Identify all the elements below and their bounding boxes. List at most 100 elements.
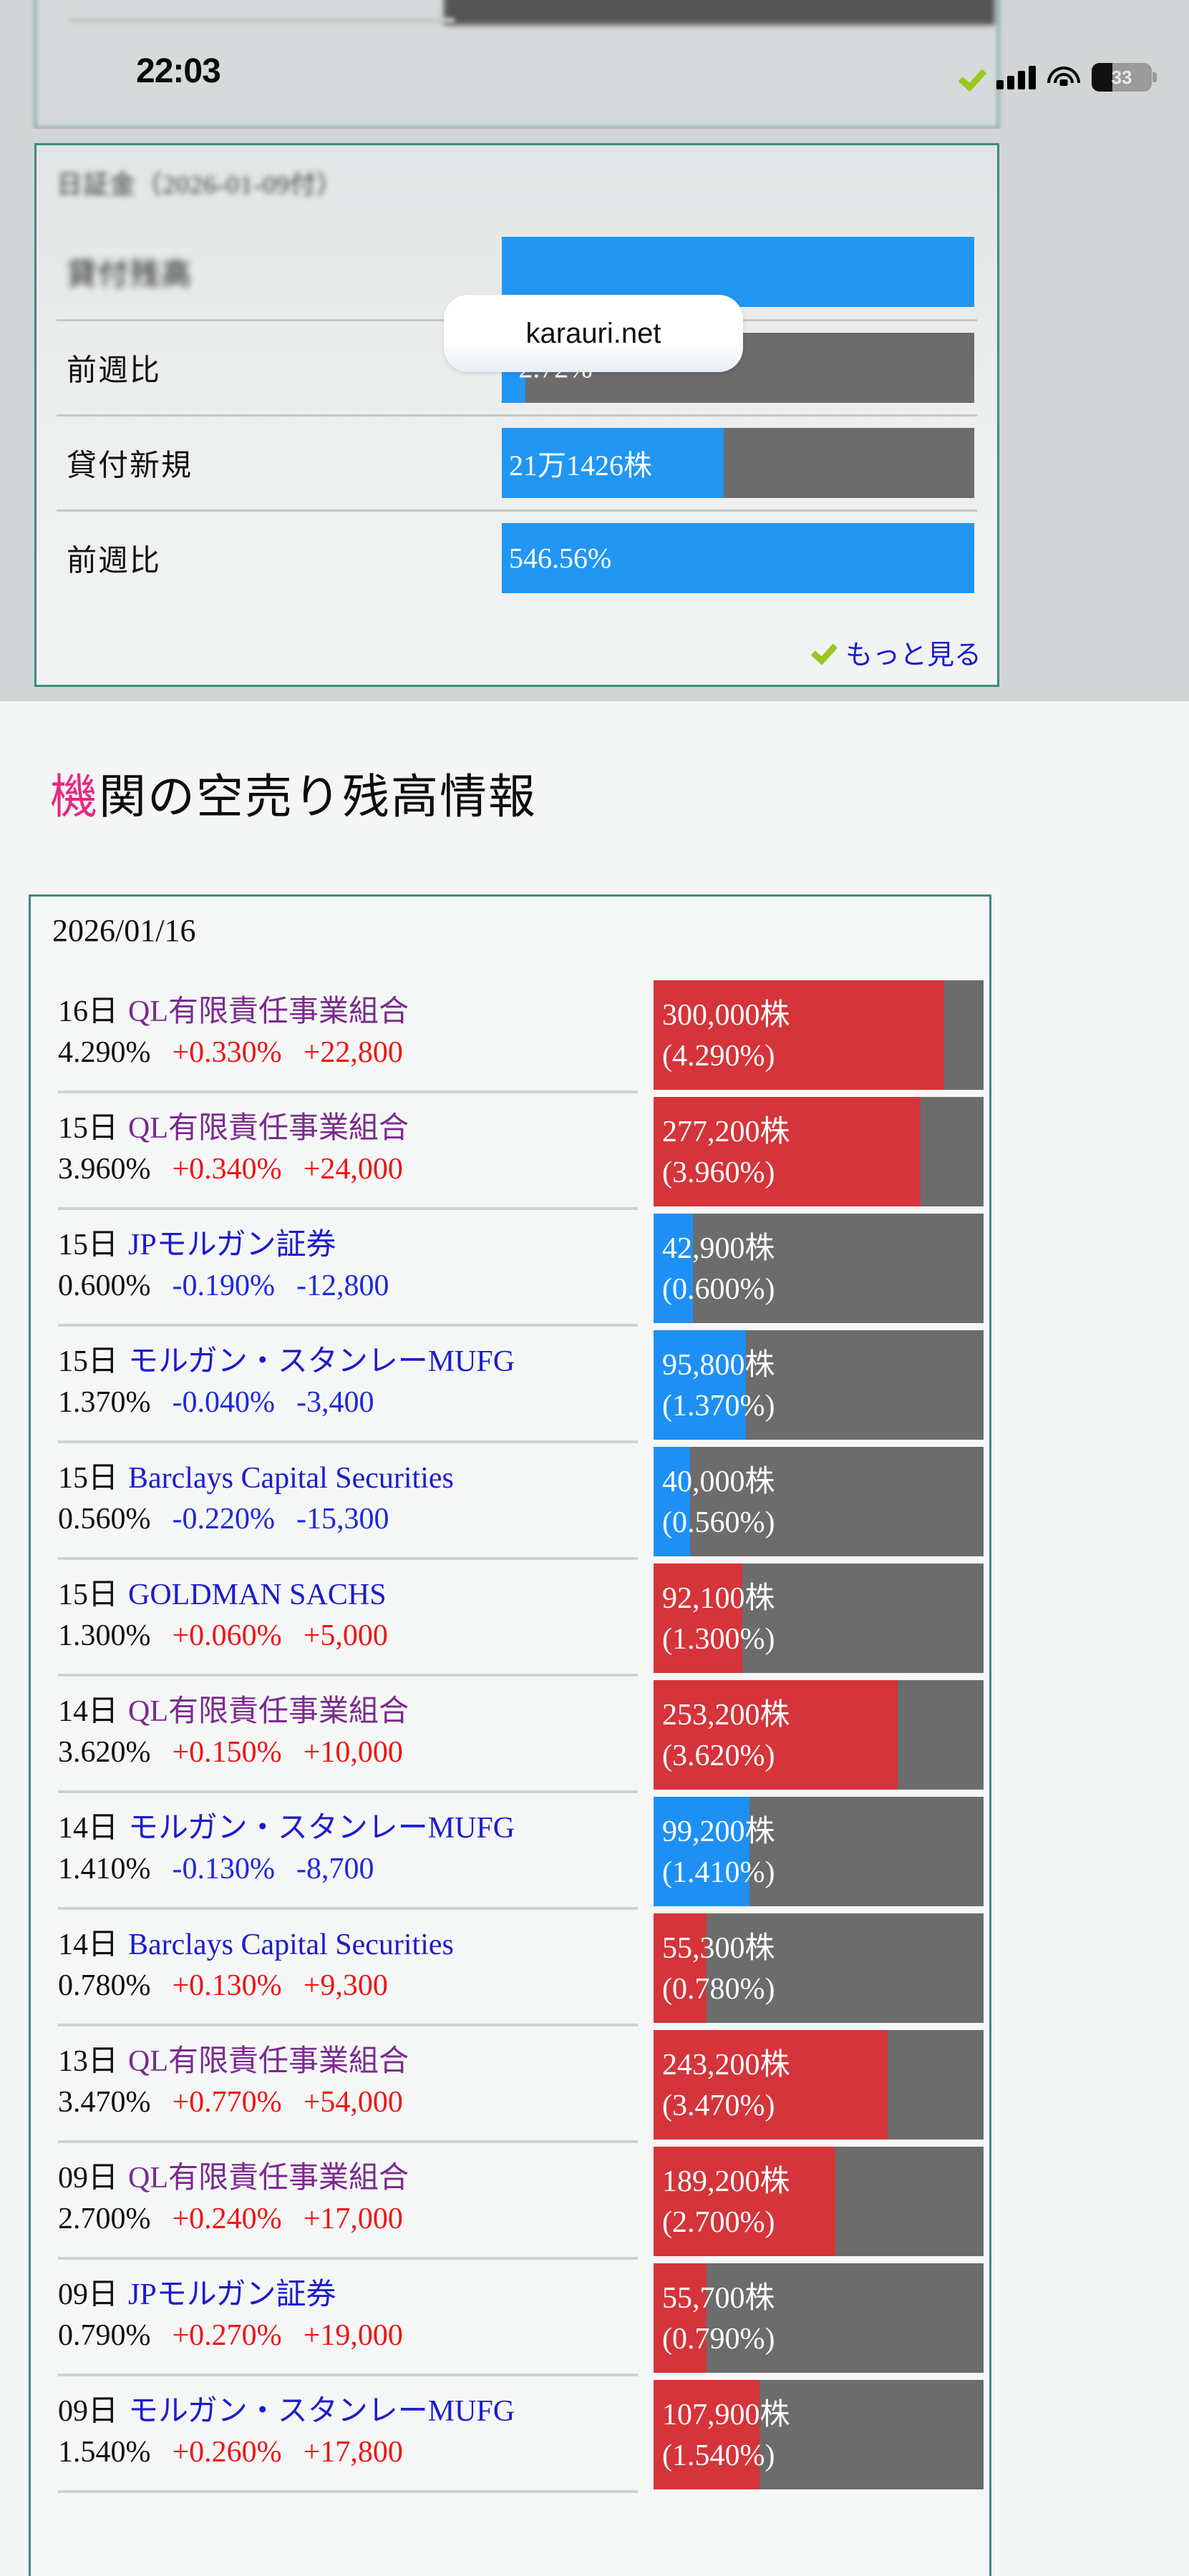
row-headline: 09日 QL有限責任事業組合 (58, 2153, 409, 2197)
row-institution-link[interactable]: JPモルガン証券 (128, 2278, 336, 2311)
row-bar-block: 55,700株 (0.790%) (654, 2260, 989, 2376)
row-institution-link[interactable]: Barclays Capital Securities (128, 1462, 454, 1495)
row-divider (58, 1674, 638, 1677)
table-row[interactable]: 14日 QL有限責任事業組合 3.620% +0.150% +10,000 253,200… (31, 1677, 989, 1793)
row-ratio: 1.300% (58, 1619, 151, 1652)
row-institution-link[interactable]: QL有限責任事業組合 (128, 1695, 409, 1728)
row-headline: 15日 GOLDMAN SACHS (58, 1570, 387, 1614)
nisshokin-row: 貸付残高 (57, 224, 977, 319)
row-institution-link[interactable]: JPモルガン証券 (128, 1229, 336, 1262)
table-row[interactable]: 16日 QL有限責任事業組合 4.290% +0.330% +22,800 300,000… (31, 977, 989, 1093)
cellular-signal-icon (996, 65, 1036, 89)
row-day: 15日 (58, 1112, 119, 1145)
nisshokin-row-bar: 21万1426株 (502, 428, 974, 498)
table-row[interactable]: 13日 QL有限責任事業組合 3.470% +0.770% +54,000 243,200… (31, 2026, 989, 2143)
row-bar-ratio: (0.780%) (662, 1973, 775, 2006)
table-row[interactable]: 15日 JPモルガン証券 0.600% -0.190% -12,800 42,900株 (0… (31, 1210, 989, 1327)
row-ratio-change: -0.040% (172, 1386, 275, 1419)
nisshokin-row: 前週比 546.56% (57, 509, 977, 605)
row-bar-fill (654, 1563, 743, 1673)
row-shares-change: +19,000 (303, 2319, 403, 2352)
row-day: 15日 (58, 1579, 119, 1611)
row-bar-shares: 107,900株 (662, 2399, 790, 2431)
status-icons: 33 (956, 63, 1157, 92)
row-bar-block: 243,200株 (3.470%) (654, 2026, 989, 2143)
row-bar-block: 189,200株 (2.700%) (654, 2143, 989, 2260)
row-institution-link[interactable]: モルガン・スタンレーMUFG (128, 2395, 515, 2428)
table-row[interactable]: 14日 Barclays Capital Securities 0.780% +0.1… (31, 1910, 989, 2026)
row-headline: 14日 モルガン・スタンレーMUFG (58, 1803, 515, 1847)
row-divider (58, 1207, 638, 1210)
row-shares-change: +5,000 (303, 1619, 388, 1652)
row-divider (58, 1091, 638, 1093)
row-day: 16日 (58, 995, 119, 1028)
row-text-block: 15日 JPモルガン証券 0.600% -0.190% -12,800 (31, 1210, 654, 1327)
nisshokin-row: 貸付新規 21万1426株 (57, 414, 977, 509)
row-metrics: 0.790% +0.270% +19,000 (58, 2318, 403, 2353)
row-headline: 13日 QL有限責任事業組合 (58, 2036, 409, 2080)
row-bar-fill (654, 2030, 888, 2140)
row-day: 09日 (58, 2162, 119, 2195)
table-row[interactable]: 09日 JPモルガン証券 0.790% +0.270% +19,000 55,700株 (0… (31, 2260, 989, 2376)
row-shares-change: -8,700 (296, 1853, 374, 1885)
nisshokin-row-value: 21万1426株 (509, 449, 652, 482)
battery-level-label: 33 (1111, 66, 1132, 88)
nisshokin-row-bar-fill (502, 523, 974, 593)
row-institution-link[interactable]: QL有限責任事業組合 (128, 2045, 409, 2078)
row-metrics: 3.960% +0.340% +24,000 (58, 1152, 403, 1186)
row-headline: 15日 モルガン・スタンレーMUFG (58, 1337, 515, 1380)
row-headline: 15日 QL有限責任事業組合 (58, 1103, 409, 1147)
row-bar-block: 55,300株 (0.780%) (654, 1910, 989, 2026)
row-bar: 42,900株 (0.600%) (654, 1214, 984, 1323)
row-bar-shares: 42,900株 (662, 1232, 775, 1265)
table-row[interactable]: 09日 モルガン・スタンレーMUFG 1.540% +0.260% +17,800 107… (31, 2376, 989, 2493)
row-day: 13日 (58, 2045, 119, 2078)
table-row[interactable]: 15日 GOLDMAN SACHS 1.300% +0.060% +5,000 92,10… (31, 1560, 989, 1677)
row-ratio-change: -0.130% (172, 1853, 275, 1885)
row-divider (58, 2373, 638, 2376)
row-bar: 107,900株 (1.540%) (654, 2380, 984, 2489)
row-institution-link[interactable]: モルガン・スタンレーMUFG (128, 1345, 515, 1378)
row-headline: 09日 JPモルガン証券 (58, 2270, 336, 2313)
row-bar-shares: 95,800株 (662, 1349, 775, 1382)
row-institution-link[interactable]: モルガン・スタンレーMUFG (128, 1812, 515, 1845)
row-bar-shares: 99,200株 (662, 1815, 775, 1848)
row-bar-ratio: (0.600%) (662, 1273, 775, 1306)
url-pill[interactable]: karauri.net (444, 295, 743, 372)
row-headline: 15日 Barclays Capital Securities (58, 1453, 454, 1497)
row-ratio-change: +0.060% (172, 1619, 282, 1652)
table-row[interactable]: 14日 モルガン・スタンレーMUFG 1.410% -0.130% -8,700 99,2… (31, 1793, 989, 1910)
row-institution-link[interactable]: Barclays Capital Securities (128, 1928, 454, 1961)
row-bar: 55,700株 (0.790%) (654, 2263, 984, 2373)
row-institution-link[interactable]: GOLDMAN SACHS (128, 1579, 387, 1611)
table-row[interactable]: 15日 Barclays Capital Securities 0.560% -0.2… (31, 1443, 989, 1560)
row-bar: 243,200株 (3.470%) (654, 2030, 984, 2140)
row-divider (58, 2490, 638, 2493)
row-institution-link[interactable]: QL有限責任事業組合 (128, 1112, 409, 1145)
wifi-icon (1047, 65, 1080, 89)
page-body: 機関の空売り残高情報 2026/01/16 16日 QL有限責任事業組合 4.290… (0, 701, 1189, 2576)
row-ratio: 0.560% (58, 1503, 151, 1536)
table-row[interactable]: 15日 モルガン・スタンレーMUFG 1.370% -0.040% -3,400 95,8… (31, 1327, 989, 1443)
table-row[interactable]: 09日 QL有限責任事業組合 2.700% +0.240% +17,000 189,200… (31, 2143, 989, 2260)
row-bar: 95,800株 (1.370%) (654, 1330, 984, 1440)
row-bar-fill (654, 1330, 747, 1440)
nisshokin-card-title: 日証金（2026-01-09付） (57, 170, 343, 199)
row-bar: 92,100株 (1.300%) (654, 1563, 984, 1673)
row-divider (58, 1907, 638, 1910)
row-institution-link[interactable]: QL有限責任事業組合 (128, 995, 409, 1028)
row-shares-change: +17,800 (303, 2436, 403, 2469)
row-ratio: 1.540% (58, 2436, 151, 2469)
row-bar-block: 107,900株 (1.540%) (654, 2376, 989, 2493)
row-bar-ratio: (3.470%) (662, 2089, 775, 2122)
row-ratio-change: +0.130% (172, 1969, 282, 2002)
row-bar-block: 99,200株 (1.410%) (654, 1793, 989, 1910)
row-shares-change: -12,800 (296, 1269, 389, 1302)
table-row[interactable]: 15日 QL有限責任事業組合 3.960% +0.340% +24,000 277,200… (31, 1093, 989, 1210)
row-bar-shares: 189,200株 (662, 2165, 790, 2198)
row-bar-ratio: (1.370%) (662, 1390, 775, 1423)
row-bar-block: 300,000株 (4.290%) (654, 977, 989, 1093)
more-link[interactable]: もっと見る (810, 633, 981, 672)
row-institution-link[interactable]: QL有限責任事業組合 (128, 2162, 409, 2195)
